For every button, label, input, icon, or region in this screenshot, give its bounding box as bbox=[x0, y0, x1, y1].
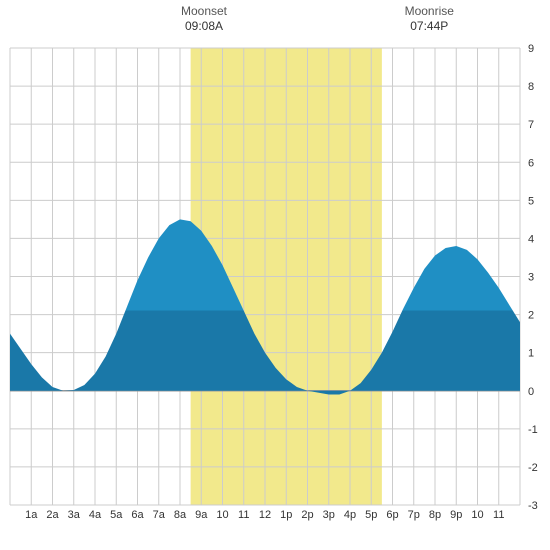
y-tick-label: 3 bbox=[528, 272, 534, 284]
x-tick-label: 6p bbox=[386, 509, 398, 521]
annotation-time: 07:44P bbox=[410, 19, 448, 33]
x-tick-label: 3a bbox=[68, 509, 81, 521]
x-tick-label: 8a bbox=[174, 509, 187, 521]
x-tick-label: 10 bbox=[216, 509, 228, 521]
y-tick-label: -3 bbox=[528, 500, 538, 512]
y-tick-label: 4 bbox=[528, 233, 534, 245]
x-tick-label: 8p bbox=[429, 509, 441, 521]
annotation-title: Moonrise bbox=[405, 4, 455, 18]
chart-svg: -3-2-101234567891a2a3a4a5a6a7a8a9a101112… bbox=[0, 0, 550, 550]
x-tick-label: 11 bbox=[493, 509, 504, 521]
x-tick-label: 3p bbox=[323, 509, 335, 521]
x-tick-label: 11 bbox=[238, 509, 249, 521]
x-tick-label: 9p bbox=[450, 509, 462, 521]
x-tick-label: 2a bbox=[46, 509, 59, 521]
x-tick-label: 1p bbox=[280, 509, 292, 521]
y-tick-label: 1 bbox=[528, 348, 534, 360]
y-tick-label: -2 bbox=[528, 462, 538, 474]
x-tick-label: 9a bbox=[195, 509, 208, 521]
annotation-time: 09:08A bbox=[185, 19, 223, 33]
y-tick-label: -1 bbox=[528, 424, 538, 436]
x-tick-label: 12 bbox=[259, 509, 271, 521]
y-tick-label: 9 bbox=[528, 43, 534, 55]
y-tick-label: 6 bbox=[528, 157, 534, 169]
y-tick-label: 7 bbox=[528, 119, 534, 131]
x-tick-label: 2p bbox=[301, 509, 313, 521]
tide-chart: -3-2-101234567891a2a3a4a5a6a7a8a9a101112… bbox=[0, 0, 550, 550]
x-tick-label: 10 bbox=[471, 509, 483, 521]
x-tick-label: 5p bbox=[365, 509, 377, 521]
x-tick-label: 7p bbox=[408, 509, 420, 521]
x-tick-label: 4p bbox=[344, 509, 356, 521]
y-tick-label: 8 bbox=[528, 81, 534, 93]
x-tick-label: 5a bbox=[110, 509, 123, 521]
y-tick-label: 2 bbox=[528, 310, 534, 322]
annotation-title: Moonset bbox=[181, 4, 228, 18]
x-tick-label: 4a bbox=[89, 509, 102, 521]
x-tick-label: 1a bbox=[25, 509, 38, 521]
y-tick-label: 0 bbox=[528, 386, 534, 398]
x-tick-label: 6a bbox=[131, 509, 144, 521]
y-tick-label: 5 bbox=[528, 195, 534, 207]
x-tick-label: 7a bbox=[153, 509, 166, 521]
